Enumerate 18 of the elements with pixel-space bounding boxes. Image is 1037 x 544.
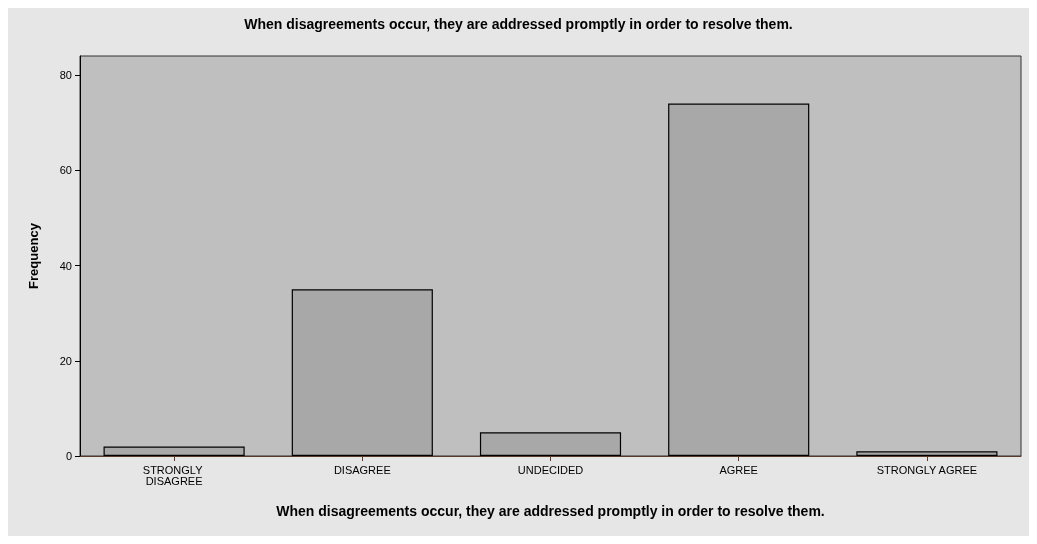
- bar: [668, 103, 810, 456]
- x-tick-label: UNDECIDED: [517, 463, 584, 476]
- y-tick-label: 60: [59, 164, 72, 177]
- bar: [291, 289, 433, 456]
- bar: [479, 432, 622, 456]
- y-tick-label: 0: [65, 450, 72, 462]
- bar: [856, 451, 998, 456]
- chart-title: When disagreements occur, they are addressed promptly in order to resolve them.: [244, 16, 793, 32]
- y-axis-title: Frequency: [26, 222, 41, 289]
- x-tick-label: AGREE: [719, 463, 758, 476]
- bar: [103, 446, 245, 456]
- x-tick-label: STRONGLY AGREE: [876, 463, 978, 476]
- x-tick-label: DISAGREE: [333, 463, 391, 476]
- x-tick-label: STRONGLY DISAGREE: [142, 463, 206, 487]
- y-tick-label: 20: [59, 354, 72, 367]
- x-axis-title: When disagreements occur, they are addressed promptly in order to resolve them.: [276, 503, 825, 519]
- y-tick-label: 40: [59, 259, 72, 272]
- y-tick-label: 80: [59, 69, 72, 82]
